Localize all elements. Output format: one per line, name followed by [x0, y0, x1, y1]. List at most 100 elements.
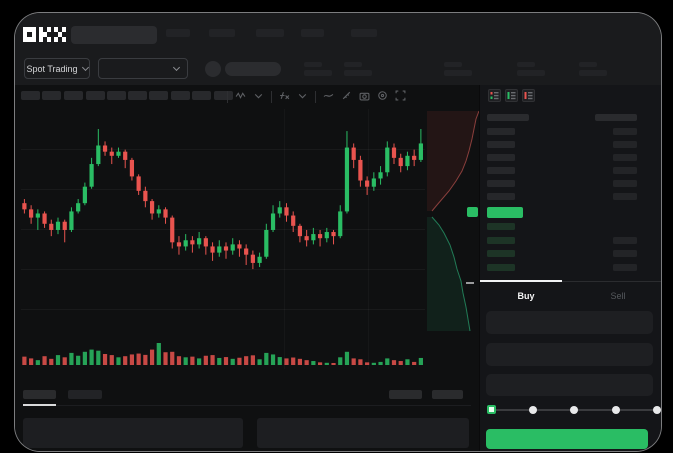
buy-submit-button[interactable] — [486, 429, 648, 449]
timeframe-button[interactable] — [107, 91, 126, 100]
last-price-tag — [467, 207, 478, 217]
line-tool-icon[interactable] — [323, 88, 334, 106]
chevron-down-icon — [81, 63, 89, 71]
timeframe-button[interactable] — [192, 91, 211, 100]
stat-label-placeholder — [579, 62, 597, 67]
nav-item-placeholder[interactable] — [256, 29, 284, 37]
nav-item-placeholder[interactable] — [209, 29, 235, 37]
timeframe-button[interactable] — [86, 91, 105, 100]
book-asks-icon[interactable] — [522, 89, 535, 102]
top-navigation-bar: Spot Trading — [15, 13, 661, 85]
settings-icon[interactable] — [377, 88, 388, 106]
bid-amount-placeholder — [613, 236, 637, 244]
orderbook-last-price — [487, 207, 523, 218]
chevron-down-icon[interactable] — [297, 88, 308, 106]
timeframe-button[interactable] — [149, 91, 168, 100]
measure-icon[interactable] — [341, 88, 352, 106]
book-combined-icon[interactable] — [488, 89, 501, 102]
divider — [480, 281, 661, 282]
stat-label-placeholder — [444, 62, 462, 67]
chart-tools — [227, 89, 406, 105]
indicators-icon[interactable] — [279, 88, 290, 106]
timeframe-button[interactable] — [21, 91, 40, 100]
ask-price-placeholder[interactable] — [487, 141, 515, 148]
candlestick-chart[interactable] — [21, 109, 425, 369]
toolbar-divider — [315, 91, 316, 103]
orderbook-trade-panel: Buy Sell — [479, 85, 661, 451]
slider-stop-100pct[interactable] — [653, 406, 661, 414]
stat-label-placeholder — [344, 62, 362, 67]
pair-dropdown[interactable] — [98, 58, 188, 79]
market-type-label: Spot Trading — [26, 63, 78, 74]
total-input[interactable] — [486, 374, 653, 396]
tab-buy[interactable]: Buy — [517, 291, 535, 301]
ask-amount-placeholder — [613, 180, 637, 187]
wave-chart-icon[interactable] — [235, 88, 246, 106]
amount-input[interactable] — [486, 343, 653, 366]
stat-value-placeholder — [344, 70, 372, 76]
gridline — [21, 189, 425, 190]
stat-label-placeholder — [304, 62, 322, 67]
ask-amount-placeholder — [613, 141, 637, 148]
market-type-selector[interactable]: Spot Trading — [24, 58, 90, 79]
stat-label-placeholder — [517, 62, 535, 67]
ask-amount-placeholder — [613, 193, 637, 200]
timeframe-button[interactable] — [42, 91, 61, 100]
timeframe-button[interactable] — [64, 91, 83, 100]
orders-panel-placeholder — [23, 418, 243, 448]
bid-price-placeholder[interactable] — [487, 250, 515, 257]
timeframe-button[interactable] — [171, 91, 190, 100]
timeframe-button[interactable] — [214, 91, 233, 100]
mark-price-tick — [466, 282, 474, 284]
chart-section — [15, 85, 481, 451]
slider-stop-50pct[interactable] — [570, 406, 578, 414]
okx-logo — [23, 27, 66, 42]
bid-price-placeholder[interactable] — [487, 263, 515, 271]
ask-price-placeholder[interactable] — [487, 154, 515, 161]
orders-action-button[interactable] — [432, 390, 463, 399]
stat-value-placeholder — [304, 70, 332, 76]
stat-value-placeholder — [517, 70, 545, 76]
divider — [23, 405, 471, 406]
ask-amount-placeholder — [613, 154, 637, 161]
orders-tab-active[interactable] — [23, 390, 56, 399]
bid-amount-placeholder — [613, 250, 637, 257]
nav-item-placeholder[interactable] — [351, 29, 377, 37]
bid-price-placeholder[interactable] — [487, 236, 515, 244]
stat-value-placeholder — [579, 70, 607, 76]
orderbook-header-price — [487, 114, 529, 121]
slider-stop-0pct[interactable] — [486, 404, 496, 414]
ask-amount-placeholder — [613, 167, 637, 174]
ask-price-placeholder[interactable] — [487, 167, 515, 174]
buy-tab-indicator — [480, 280, 562, 282]
search-input[interactable] — [71, 26, 157, 44]
depth-chart[interactable] — [425, 109, 481, 333]
ask-price-placeholder[interactable] — [487, 128, 515, 135]
chevron-down-icon[interactable] — [253, 88, 264, 106]
orders-action-button[interactable] — [389, 390, 422, 399]
pair-name-placeholder — [225, 62, 281, 76]
book-bids-icon[interactable] — [505, 89, 518, 102]
orders-tab[interactable] — [68, 390, 102, 399]
timeframe-button[interactable] — [128, 91, 147, 100]
orderbook-header-amount — [595, 114, 637, 121]
ask-price-placeholder[interactable] — [487, 180, 515, 187]
ask-price-placeholder[interactable] — [487, 193, 515, 200]
coin-avatar — [205, 61, 221, 77]
tab-sell[interactable]: Sell — [610, 291, 626, 301]
fullscreen-icon[interactable] — [395, 88, 406, 106]
app-window: Spot Trading — [14, 12, 662, 452]
bid-price-placeholder[interactable] — [487, 223, 515, 230]
camera-icon[interactable] — [359, 88, 370, 106]
slider-stop-75pct[interactable] — [611, 406, 620, 414]
slider-stop-25pct[interactable] — [528, 406, 537, 414]
active-tab-underline — [23, 404, 56, 406]
nav-item-placeholder[interactable] — [301, 29, 324, 37]
toolbar-divider — [271, 91, 272, 103]
nav-item-placeholder[interactable] — [166, 29, 190, 37]
orderbook-view-switcher — [488, 89, 535, 102]
stat-value-placeholder — [444, 70, 472, 76]
gridline — [21, 149, 425, 150]
bid-amount-placeholder — [613, 263, 637, 271]
price-input[interactable] — [486, 311, 653, 334]
